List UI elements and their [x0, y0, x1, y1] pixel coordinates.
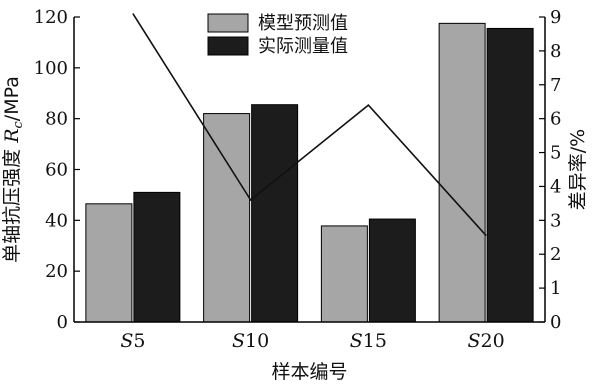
- y2-tick-label: 5: [550, 143, 561, 164]
- y-tick-label: 40: [45, 210, 68, 231]
- y2-tick-label: 3: [550, 210, 561, 231]
- x-tick-label-s5: S5: [120, 330, 145, 352]
- y-tick-label: 100: [34, 58, 68, 79]
- y-tick-label: 60: [45, 160, 68, 181]
- y-tick-label: 80: [45, 109, 68, 130]
- x-tick-label-s20: S20: [468, 330, 505, 352]
- y2-tick-label: 2: [550, 244, 561, 265]
- x-tick-label-s15: S15: [350, 330, 387, 352]
- y-axis-title: 单轴抗压强度 Rc/MPa: [1, 76, 26, 263]
- difference-rate-line-layer: [132, 13, 487, 237]
- bar-predicted-s10: [203, 113, 251, 323]
- bar-predicted-s5: [85, 203, 133, 323]
- x-tick-label-s10: S10: [232, 330, 269, 352]
- legend-swatch-predicted: [207, 13, 249, 33]
- bar-predicted-s20: [438, 22, 486, 323]
- bar-measured-s10: [251, 104, 299, 323]
- bar-measured-s15: [368, 218, 416, 323]
- y2-axis-title: 差异率/%: [567, 129, 589, 210]
- x-axis-title: 样本编号: [271, 361, 347, 383]
- legend-label-predicted: 模型预测值: [258, 13, 348, 34]
- y-tick-label: 120: [34, 7, 68, 28]
- bar-measured-s20: [486, 27, 534, 323]
- plot-area: [85, 22, 534, 323]
- y-tick-label: 20: [45, 261, 68, 282]
- bar-measured-s5: [133, 191, 181, 323]
- y2-tick-label: 1: [550, 278, 561, 299]
- legend-swatch-measured: [207, 36, 249, 56]
- y2-tick-label: 9: [550, 7, 561, 28]
- legend-label-measured: 实际测量值: [258, 36, 348, 57]
- y2-tick-label: 0: [550, 312, 561, 333]
- bar-predicted-s15: [320, 225, 368, 323]
- y2-tick-label: 6: [550, 109, 561, 130]
- y-tick-label: 0: [57, 312, 68, 333]
- axes: 0 20 40 60 80 100 120 0 1 2 3 4 5 6 7 8 9 S5 S10 S15 S20 样本编号…: [1, 7, 589, 383]
- y2-tick-label: 8: [550, 41, 561, 62]
- difference-rate-line: [132, 13, 487, 237]
- y2-tick-label: 4: [550, 176, 561, 197]
- y2-tick-label: 7: [550, 75, 561, 96]
